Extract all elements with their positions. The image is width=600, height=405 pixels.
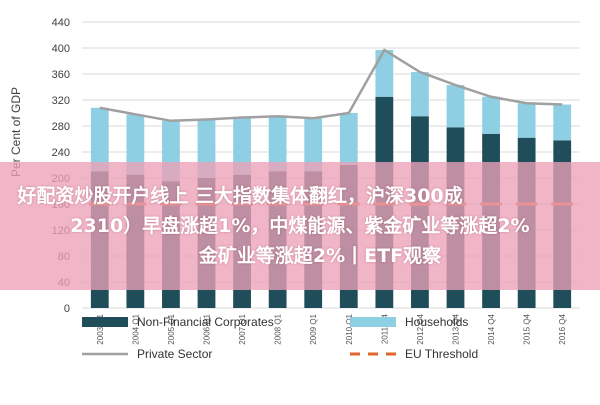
bar-households <box>482 96 500 134</box>
y-tick-label: 440 <box>52 17 70 29</box>
legend-label-non-financial-corporates: Non-Financial Corporates <box>137 315 274 329</box>
bar-households <box>446 85 465 128</box>
x-tick-label: 2010 Q1 <box>345 313 354 344</box>
bar-households <box>553 104 572 141</box>
banner-line-3: 金矿业等涨超2%丨ETF观察 <box>198 245 442 267</box>
private-sector-line-layer <box>99 48 563 123</box>
bar-households <box>375 49 394 97</box>
y-tick-label: 0 <box>64 303 70 315</box>
y-tick-label: 360 <box>52 69 70 81</box>
bar-households <box>517 103 536 138</box>
x-tick-label: 2015 Q4 <box>523 313 532 344</box>
bar-households <box>411 72 429 117</box>
banner-line-1: 好配资炒股开户线上 三大指数集体翻红，沪深300成 <box>17 185 463 207</box>
y-tick-label: 280 <box>52 121 70 133</box>
legend-swatch-non-financial-corporates <box>82 317 128 327</box>
private-sector-line <box>99 48 563 123</box>
y-tick-label: 400 <box>52 43 70 55</box>
bar-households <box>304 118 323 172</box>
banner-line-2: 2310）早盘涨超1%，中煤能源、紫金矿业等涨超2% <box>70 215 530 237</box>
headline-banner[interactable]: 好配资炒股开户线上 三大指数集体翻红，沪深300成 2310）早盘涨超1%，中煤… <box>0 162 600 290</box>
x-tick-label: 2004 Q1 <box>131 313 140 344</box>
legend-swatch-households <box>350 317 396 327</box>
bar-households <box>126 114 145 175</box>
legend-label-households: Households <box>405 315 468 329</box>
legend: Non-Financial Corporates Households Privat… <box>82 315 478 361</box>
x-tick-label: 2016 Q4 <box>558 313 567 344</box>
x-tick-label: 2009 Q1 <box>309 313 318 344</box>
x-tick-label: 2003 Q1 <box>96 313 105 344</box>
legend-label-eu-threshold: EU Threshold <box>405 347 478 361</box>
y-tick-label: 320 <box>52 95 70 107</box>
x-tick-labels: 2003 Q1 2004 Q1 2005 Q1 2006 Q1 2007 Q1 2008 … <box>96 313 567 344</box>
x-tick-label: 2012 Q4 <box>416 313 425 344</box>
x-tick-label: 2013 Q4 <box>452 313 461 344</box>
x-tick-label: 2008 Q1 <box>274 313 283 344</box>
x-tick-label: 2011 Q4 <box>380 313 389 344</box>
x-tick-label: 2007 Q1 <box>238 313 247 344</box>
bar-households <box>233 117 251 175</box>
x-tick-label: 2014 Q4 <box>487 313 496 344</box>
bar-households <box>339 113 358 165</box>
y-tick-label: 240 <box>52 147 70 159</box>
bar-households <box>90 107 109 172</box>
x-tick-label: 2005 Q1 <box>167 313 176 344</box>
legend-label-private-sector: Private Sector <box>137 347 212 361</box>
bar-households <box>268 116 287 172</box>
x-tick-label: 2006 Q1 <box>203 313 212 344</box>
y-axis-label: Per Cent of GDP <box>9 87 23 177</box>
